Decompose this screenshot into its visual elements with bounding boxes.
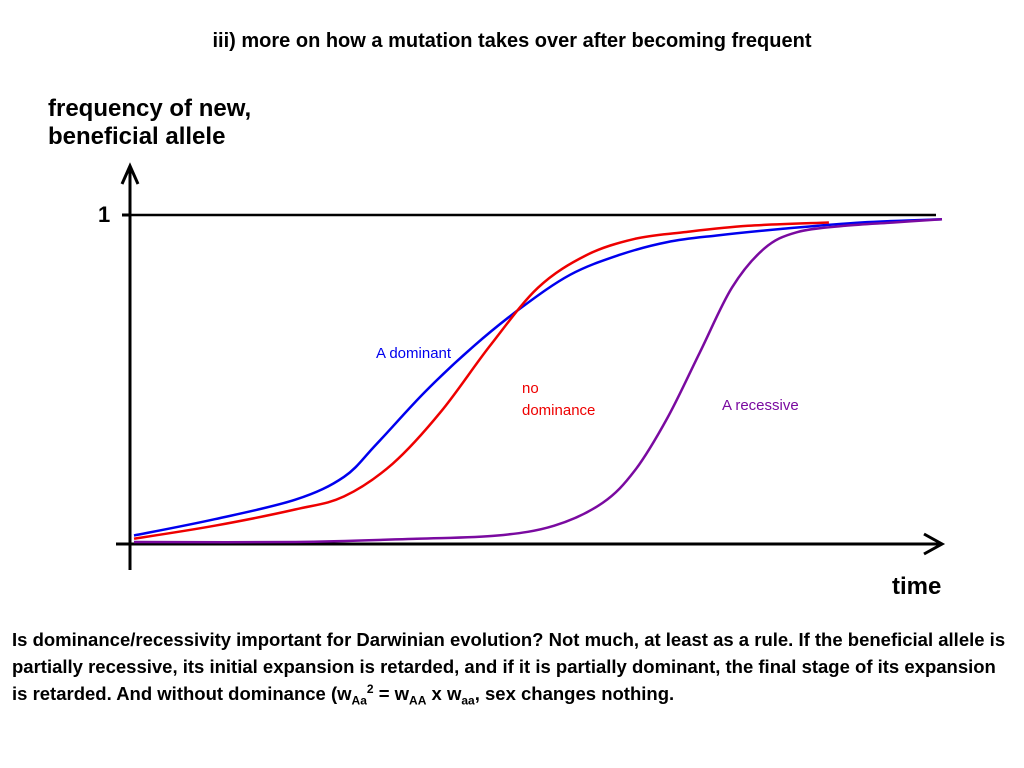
caption: Is dominance/recessivity important for D… bbox=[12, 626, 1012, 707]
series-line-no-dominance bbox=[133, 221, 829, 540]
allele-frequency-chart: frequency of new, beneficial allele 1 ti… bbox=[48, 95, 946, 600]
caption-sub-aa-dom: AA bbox=[409, 693, 427, 708]
series-layer bbox=[133, 218, 943, 544]
slide-title: iii) more on how a mutation takes over a… bbox=[212, 30, 812, 52]
y-tick-label-1: 1 bbox=[98, 202, 110, 227]
label-a-recessive: A recessive bbox=[722, 397, 799, 414]
caption-part1: Is dominance/recessivity important for D… bbox=[12, 629, 1006, 704]
caption-sub-aa-het: Aa bbox=[351, 693, 367, 708]
label-a-dominant: A dominant bbox=[376, 345, 452, 362]
series-line-a-dominant bbox=[133, 218, 943, 537]
x-axis-arrowhead bbox=[923, 532, 946, 556]
series-line-a-recessive bbox=[133, 218, 943, 544]
caption-sub-aa-rec: aa bbox=[461, 693, 475, 708]
y-axis-label-line2: beneficial allele bbox=[48, 123, 225, 150]
caption-part3: x w bbox=[426, 683, 462, 704]
caption-part2: = w bbox=[373, 683, 410, 704]
label-no-dominance-line2: dominance bbox=[522, 402, 595, 419]
y-axis-label-line1: frequency of new, bbox=[48, 95, 251, 122]
label-no-dominance-line1: no bbox=[522, 380, 539, 397]
caption-part4: , sex changes nothing. bbox=[474, 683, 675, 704]
y-axis-arrowhead bbox=[120, 162, 140, 185]
x-axis-label: time bbox=[892, 573, 941, 600]
caption-sup-2: 2 bbox=[366, 681, 374, 696]
